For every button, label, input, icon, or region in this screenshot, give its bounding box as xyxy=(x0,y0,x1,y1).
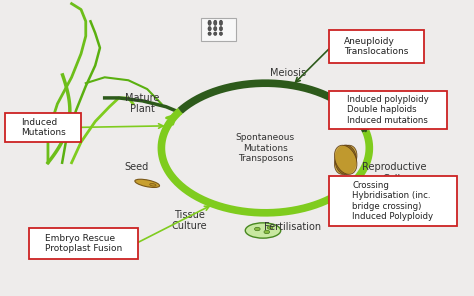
Ellipse shape xyxy=(335,145,357,174)
Ellipse shape xyxy=(219,32,223,36)
Text: Induced
Mutations: Induced Mutations xyxy=(21,118,65,137)
Ellipse shape xyxy=(214,26,217,31)
Ellipse shape xyxy=(335,145,357,174)
Text: Fertilisation: Fertilisation xyxy=(264,222,321,232)
FancyBboxPatch shape xyxy=(329,30,424,62)
Ellipse shape xyxy=(219,20,223,25)
Ellipse shape xyxy=(208,32,211,36)
Ellipse shape xyxy=(208,26,211,31)
FancyBboxPatch shape xyxy=(329,91,447,129)
Ellipse shape xyxy=(219,26,223,31)
Text: Meiosis: Meiosis xyxy=(270,68,306,78)
Text: Aneuploidy
Translocations: Aneuploidy Translocations xyxy=(344,37,409,56)
FancyBboxPatch shape xyxy=(5,113,81,142)
Text: Spontaneous
Mutations
Transposons: Spontaneous Mutations Transposons xyxy=(236,133,295,163)
Circle shape xyxy=(255,227,260,231)
Circle shape xyxy=(264,230,270,234)
Text: Tissue
Culture: Tissue Culture xyxy=(172,210,208,231)
Ellipse shape xyxy=(214,32,217,36)
Ellipse shape xyxy=(150,184,156,186)
Text: Induced polyploidy
Double haploids
Induced mutations: Induced polyploidy Double haploids Induc… xyxy=(347,95,429,125)
Text: Reproductive
Cells: Reproductive Cells xyxy=(362,162,426,184)
Ellipse shape xyxy=(135,179,160,187)
FancyBboxPatch shape xyxy=(329,176,457,226)
Text: Embryo Rescue
Protoplast Fusion: Embryo Rescue Protoplast Fusion xyxy=(45,234,122,253)
Text: Seed: Seed xyxy=(125,162,149,172)
FancyBboxPatch shape xyxy=(29,228,138,259)
FancyBboxPatch shape xyxy=(201,18,236,41)
Ellipse shape xyxy=(214,20,217,25)
Text: Mature
Plant: Mature Plant xyxy=(125,93,160,114)
Ellipse shape xyxy=(335,145,356,175)
Ellipse shape xyxy=(245,223,281,238)
Text: Crossing
Hybridisation (inc.
bridge crossing)
Induced Polyploidy: Crossing Hybridisation (inc. bridge cros… xyxy=(352,181,434,221)
Ellipse shape xyxy=(208,20,211,25)
Circle shape xyxy=(267,226,273,229)
